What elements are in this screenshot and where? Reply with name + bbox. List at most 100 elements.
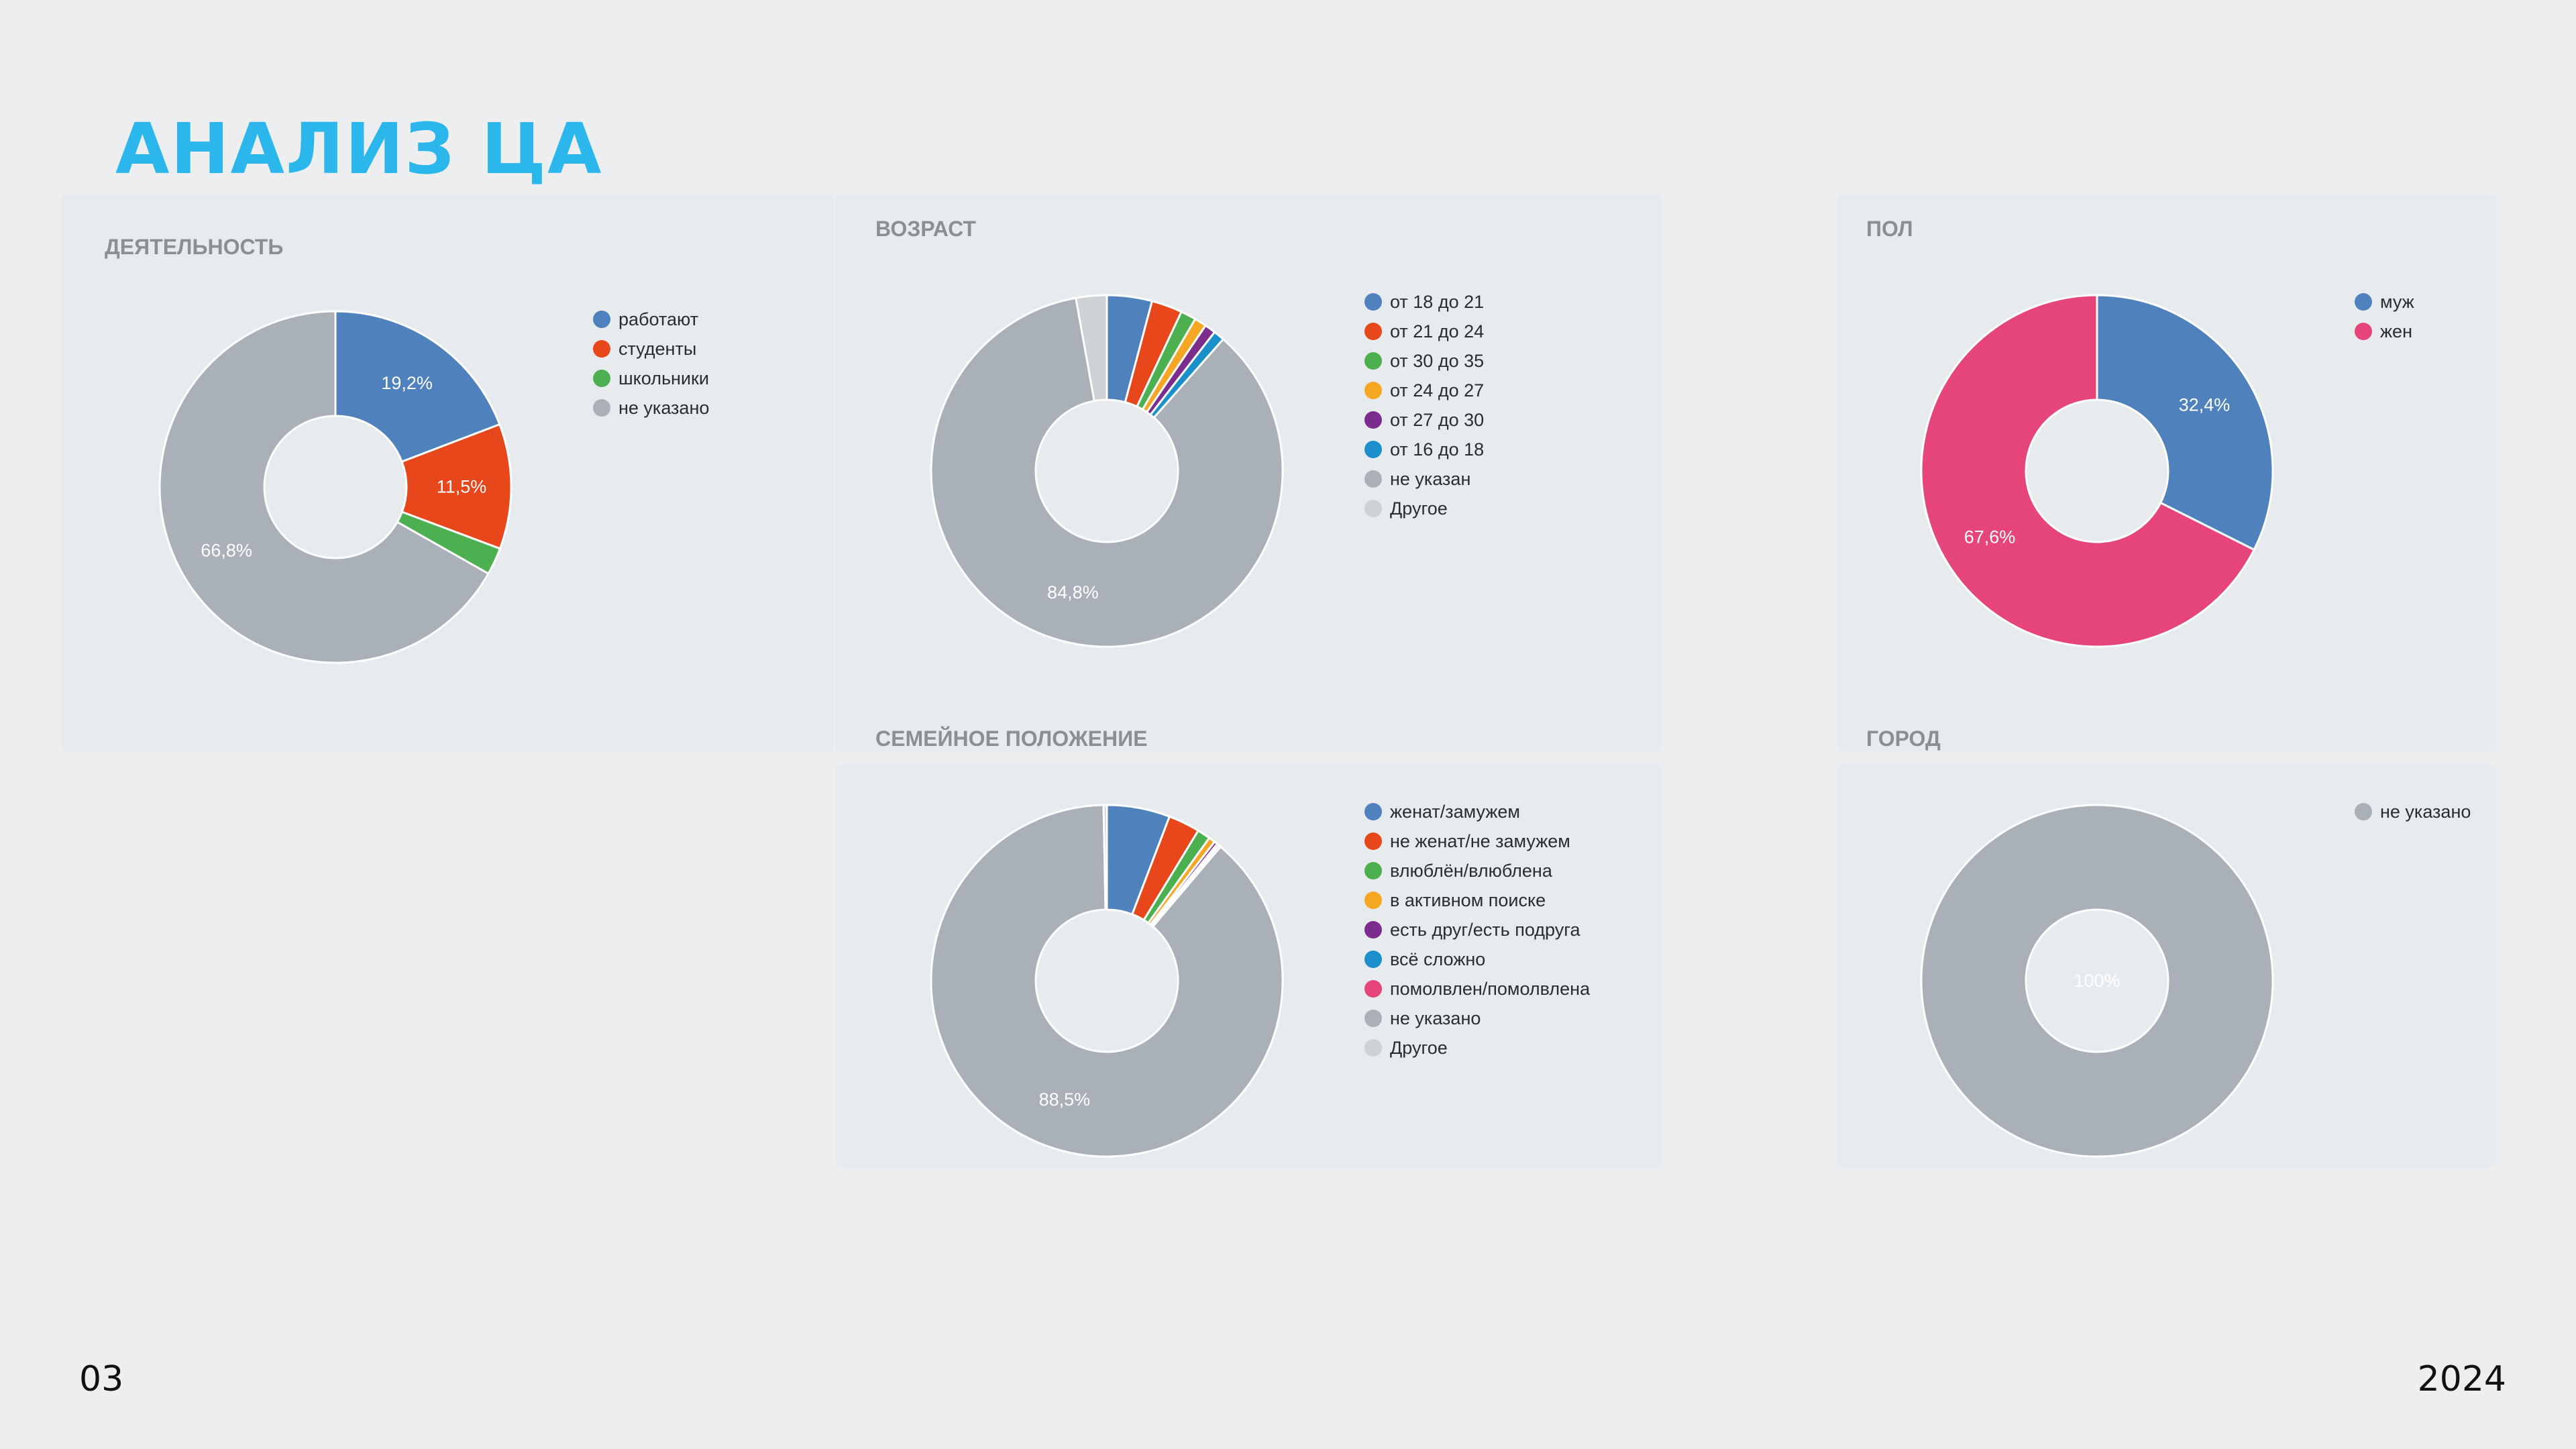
legend-swatch [1364, 411, 1382, 429]
chart-title-city: ГОРОД [1866, 727, 1941, 751]
data-label-не-указано: 100% [2074, 971, 2120, 991]
legend-item-муж: муж [2355, 287, 2414, 317]
donut-slice-не-указано [1920, 804, 2274, 1158]
legend-item-всё-сложно: всё сложно [1364, 945, 1590, 974]
legend-item-от-18-до-21: от 18 до 21 [1364, 287, 1484, 317]
legend-swatch [1364, 323, 1382, 340]
legend-swatch [593, 311, 610, 328]
chart-title-gender: ПОЛ [1866, 217, 1913, 241]
legend-swatch [1364, 441, 1382, 458]
donut-chart-marital: 88,5% [930, 804, 1284, 1158]
legend-label: жен [2380, 321, 2412, 341]
donut-slice-другое [1074, 294, 1108, 402]
donut-slice-не-указано [930, 804, 1284, 1158]
legend-item-помолвлен-помолвлена: помолвлен/помолвлена [1364, 974, 1590, 1004]
legend-age: от 18 до 21 от 21 до 24 от 30 до 35 от 24 д… [1364, 287, 1484, 523]
legend-label: не указано [619, 397, 710, 418]
legend-item-работают: работают [593, 305, 709, 334]
donut-slice-другое [1102, 804, 1108, 911]
legend-item-в-активном-поиске: в активном поиске [1364, 885, 1590, 915]
legend-label: Другое [1390, 1037, 1448, 1058]
legend-label: работают [619, 309, 699, 329]
legend-swatch [2355, 293, 2372, 311]
legend-label: студенты [619, 338, 697, 359]
donut-slice-жен [1920, 294, 2256, 648]
legend-label: женат/замужем [1390, 801, 1520, 822]
legend-item-женат-замужем: женат/замужем [1364, 797, 1590, 826]
chart-title-age: ВОЗРАСТ [875, 217, 976, 241]
legend-swatch [1364, 500, 1382, 517]
legend-activity: работают студенты школьники не указано [593, 305, 709, 423]
legend-item-от-16-до-18: от 16 до 18 [1364, 435, 1484, 464]
legend-label: влюблён/влюблена [1390, 860, 1552, 881]
donut-slice-студенты [400, 423, 513, 550]
legend-label: от 18 до 21 [1390, 291, 1485, 312]
legend-swatch [593, 340, 610, 358]
donut-slice-муж [2096, 294, 2274, 551]
slide-year: 2024 [2417, 1359, 2506, 1399]
legend-label: от 30 до 35 [1390, 350, 1485, 371]
legend-item-не-указан: не указан [1364, 464, 1484, 494]
legend-swatch [1364, 892, 1382, 909]
legend-label: не указано [2380, 801, 2471, 822]
donut-chart-gender: 32,4% 67,6% [1920, 294, 2274, 648]
legend-label: не женат/не замужем [1390, 830, 1570, 851]
legend-swatch [1364, 1010, 1382, 1027]
data-label-жен: 67,6% [1964, 527, 2016, 547]
legend-item-от-30-до-35: от 30 до 35 [1364, 346, 1484, 376]
donut-chart-activity: 19,2% 11,5% 66,8% [158, 310, 513, 664]
legend-item-другое: Другое [1364, 494, 1484, 523]
page-number: 03 [79, 1359, 124, 1399]
legend-swatch [1364, 833, 1382, 850]
legend-item-не-женат-не-замужем: не женат/не замужем [1364, 826, 1590, 856]
data-label-студенты: 11,5% [437, 476, 487, 496]
data-label-не-указано: 66,8% [201, 541, 252, 561]
data-label-муж: 32,4% [2179, 394, 2231, 415]
legend-gender: муж жен [2355, 287, 2414, 346]
legend-label: муж [2380, 291, 2414, 312]
legend-item-есть-друг-есть-подруга: есть друг/есть подруга [1364, 915, 1590, 945]
chart-title-marital: СЕМЕЙНОЕ ПОЛОЖЕНИЕ [875, 727, 1148, 751]
legend-item-влюблён-влюблена: влюблён/влюблена [1364, 856, 1590, 885]
legend-swatch [1364, 470, 1382, 488]
legend-item-не-указано: не указано [1364, 1004, 1590, 1033]
legend-swatch [2355, 323, 2372, 340]
slide-title: АНАЛИЗ ЦА [115, 108, 603, 190]
legend-swatch [1364, 951, 1382, 968]
data-label-не-указано: 88,5% [1039, 1089, 1091, 1110]
legend-item-не-указано: не указано [2355, 797, 2471, 826]
legend-label: от 24 до 27 [1390, 380, 1485, 400]
legend-label: от 27 до 30 [1390, 409, 1485, 430]
legend-item-не-указано: не указано [593, 393, 709, 423]
legend-swatch [1364, 980, 1382, 998]
legend-swatch [1364, 921, 1382, 938]
legend-swatch [2355, 803, 2372, 820]
legend-marital: женат/замужем не женат/не замужем влюблён/… [1364, 797, 1590, 1063]
legend-item-жен: жен [2355, 317, 2414, 346]
donut-chart-age: 84,8% [930, 294, 1284, 648]
legend-label: не указан [1390, 468, 1471, 489]
donut-slice-не-указан [930, 297, 1284, 648]
legend-swatch [593, 399, 610, 417]
legend-swatch [593, 370, 610, 387]
legend-item-от-21-до-24: от 21 до 24 [1364, 317, 1484, 346]
legend-label: не указано [1390, 1008, 1481, 1028]
legend-label: школьники [619, 368, 709, 388]
legend-item-школьники: школьники [593, 364, 709, 393]
legend-item-другое: Другое [1364, 1033, 1590, 1063]
legend-swatch [1364, 803, 1382, 820]
legend-city: не указано [2355, 797, 2471, 826]
legend-item-от-24-до-27: от 24 до 27 [1364, 376, 1484, 405]
legend-item-студенты: студенты [593, 334, 709, 364]
donut-slice-не-указано [158, 310, 490, 664]
legend-swatch [1364, 862, 1382, 879]
legend-label: помолвлен/помолвлена [1390, 978, 1591, 999]
legend-label: Другое [1390, 498, 1448, 519]
donut-slice-работают [334, 310, 501, 464]
chart-title-activity: ДЕЯТЕЛЬНОСТЬ [105, 235, 284, 259]
donut-chart-city: 100% [1920, 804, 2274, 1158]
legend-swatch [1364, 293, 1382, 311]
data-label-работают: 19,2% [381, 373, 433, 393]
legend-label: от 21 до 24 [1390, 321, 1485, 341]
legend-label: всё сложно [1390, 949, 1486, 969]
